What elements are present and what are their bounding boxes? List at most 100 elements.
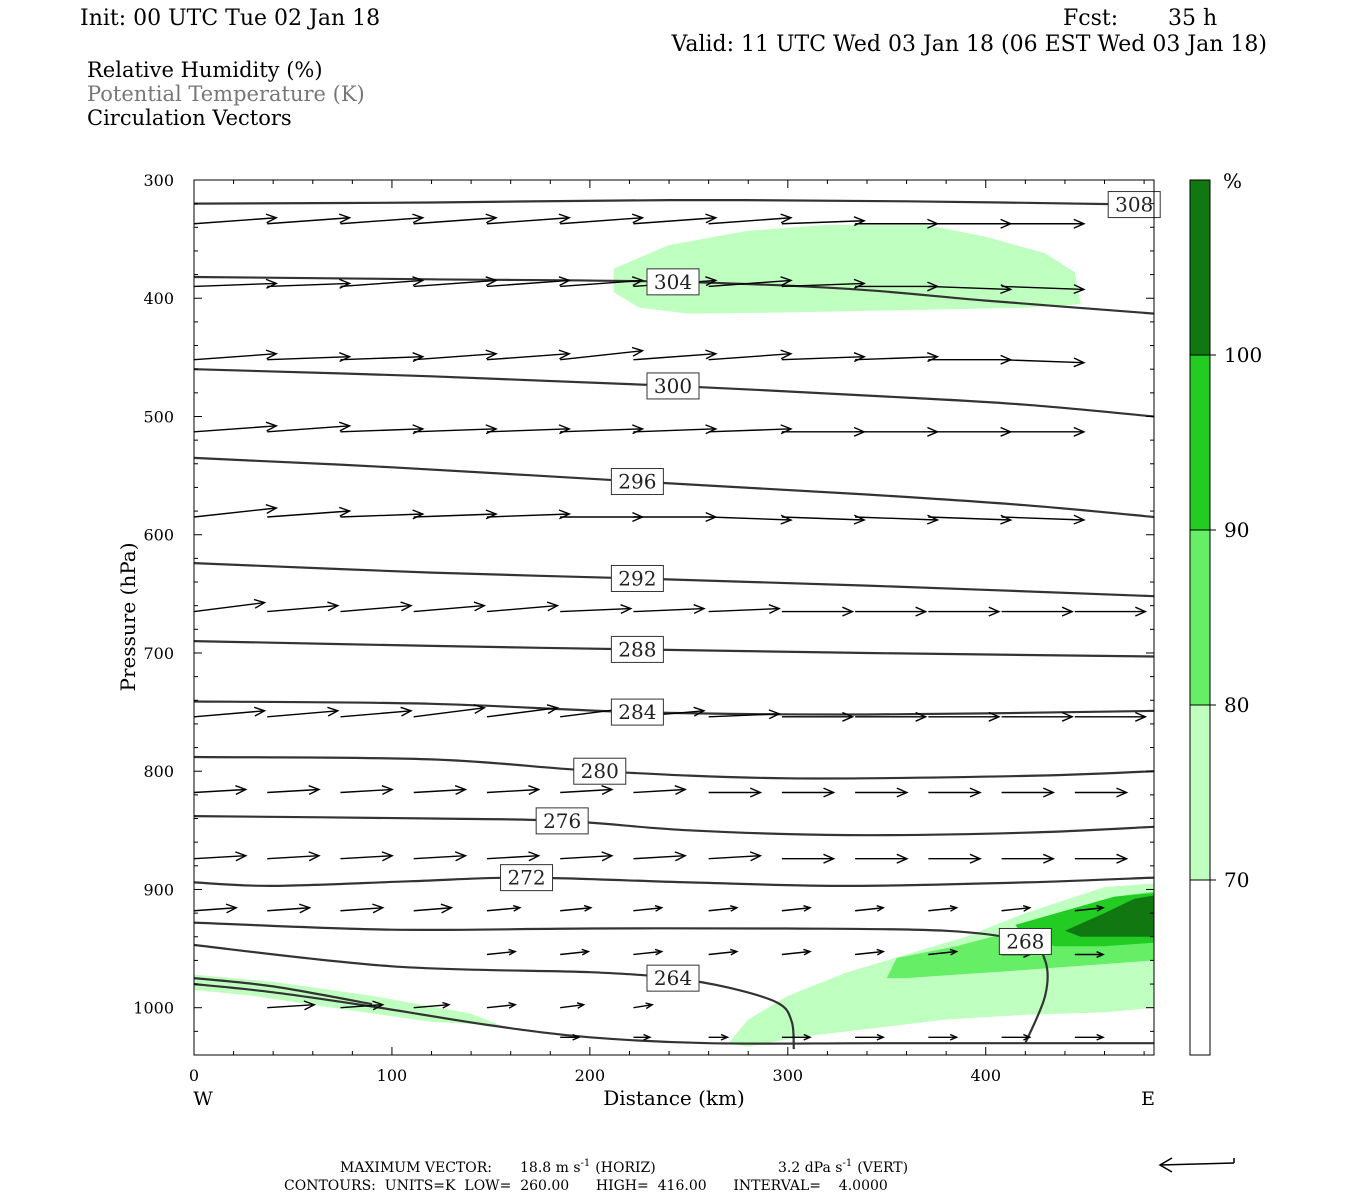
vector-arrow — [633, 948, 664, 956]
vector-arrow — [708, 851, 763, 862]
vector-arrow — [855, 514, 940, 525]
vector-arrow — [928, 514, 1013, 525]
vector-arrow — [633, 1002, 654, 1010]
legend-vectors: Circulation Vectors — [87, 106, 292, 130]
vector-arrow — [855, 606, 928, 617]
vector-arrow — [486, 904, 522, 912]
y-tick-label: 600 — [143, 526, 174, 545]
vector-arrow — [267, 278, 352, 289]
theta-contour-260 — [194, 983, 1154, 1045]
theta-contour-268 — [194, 921, 1049, 1044]
vector-arrow — [1001, 905, 1032, 912]
vector-arrow — [1074, 787, 1129, 798]
vector-arrow — [486, 509, 572, 520]
vector-arrow — [413, 349, 498, 361]
vert-value: 3.2 dPa s — [778, 1160, 842, 1176]
vector-arrow — [193, 278, 279, 289]
east-label: E — [1141, 1088, 1155, 1110]
vector-arrow — [633, 1033, 652, 1041]
vector-arrow — [855, 352, 940, 363]
theta-contour-300 — [194, 368, 1154, 418]
vector-arrow — [267, 851, 321, 862]
theta-contour-308 — [194, 198, 1154, 206]
vector-arrow — [340, 601, 413, 613]
vector-arrow — [781, 905, 812, 912]
vector-arrow — [486, 213, 572, 225]
y-tick-label: 500 — [143, 407, 174, 426]
colorbar-segment-2 — [1190, 530, 1210, 705]
vector-arrow — [193, 785, 248, 796]
vector-arrow — [855, 711, 928, 722]
colorbar-segment-4 — [1190, 180, 1210, 355]
vector-arrow — [708, 1033, 730, 1041]
vector-arrow — [708, 905, 739, 912]
vector-arrow — [1001, 357, 1086, 368]
vector-arrow — [633, 511, 718, 523]
contour-label-text-284: 284 — [618, 700, 656, 724]
theta-contour-296 — [194, 456, 1154, 519]
y-tick-label: 400 — [143, 289, 174, 308]
vector-arrow — [560, 346, 645, 361]
vector-arrow — [1074, 606, 1148, 617]
contour-label-text-308: 308 — [1115, 193, 1153, 217]
x-axis-label: Distance (km) — [603, 1086, 745, 1110]
x-tick-label: 100 — [377, 1066, 408, 1085]
contour-label-text-276: 276 — [543, 809, 581, 833]
x-tick-label: 400 — [970, 1066, 1001, 1085]
y-tick-label: 800 — [143, 762, 174, 781]
vector-arrow — [781, 1033, 812, 1041]
vector-arrow — [1001, 426, 1086, 437]
vector-arrow — [413, 1001, 451, 1009]
vector-arrow — [413, 601, 487, 613]
horiz-tag: (HORIZ) — [595, 1160, 655, 1176]
vector-arrow — [928, 711, 1001, 722]
vector-arrow — [1001, 1033, 1032, 1041]
vector-arrow — [781, 948, 812, 956]
vector-arrow — [781, 514, 866, 525]
vector-arrow — [1001, 853, 1056, 864]
vector-arrow — [413, 424, 498, 435]
vector-arrow — [928, 354, 1013, 365]
max-vector-vert: 3.2 dPa s-1 (VERT) — [778, 1158, 908, 1176]
contour-label-268: 268 — [998, 927, 1052, 955]
y-tick-label: 300 — [143, 171, 174, 190]
vector-arrow — [486, 349, 572, 361]
vector-arrow — [193, 504, 279, 518]
vector-arrow — [781, 711, 855, 722]
vector-arrow — [855, 426, 940, 437]
vector-arrow — [708, 276, 793, 288]
vector-arrow — [267, 506, 352, 518]
vector-arrow — [193, 706, 267, 718]
theta-contour-260 — [194, 977, 373, 1006]
west-label: W — [193, 1088, 213, 1110]
vector-arrow — [486, 704, 560, 718]
x-tick-label: 200 — [575, 1066, 606, 1085]
vector-arrow — [855, 905, 886, 912]
max-vector-horiz: 18.8 m s-1 (HORIZ) — [520, 1158, 656, 1176]
vector-arrow — [928, 905, 959, 912]
y-tick-label: 1000 — [133, 999, 174, 1018]
contour-label-304: 304 — [646, 268, 700, 296]
rh-region-0 — [613, 224, 1081, 314]
colorbar-tick-90: 90 — [1224, 518, 1249, 542]
vector-arrow — [928, 787, 982, 798]
vector-arrow — [193, 349, 279, 361]
contour-label-text-304: 304 — [654, 270, 692, 294]
contour-label-text-264: 264 — [654, 966, 692, 990]
contour-label-288: 288 — [610, 635, 664, 663]
colorbar-unit: % — [1223, 169, 1242, 193]
vector-arrow — [708, 514, 793, 525]
contour-label-text-292: 292 — [618, 566, 656, 590]
vector-arrow — [928, 606, 1001, 617]
vector-arrow — [560, 213, 645, 225]
vector-arrow — [781, 787, 836, 798]
rh-region-5 — [1064, 895, 1154, 937]
vector-arrow — [560, 1002, 586, 1009]
vector-arrow — [560, 604, 633, 615]
valid-time: Valid: 11 UTC Wed 03 Jan 18 (06 EST Wed … — [670, 32, 1267, 57]
vector-arrow — [560, 948, 591, 956]
vector-arrow — [708, 787, 763, 798]
contour-label-text-268: 268 — [1006, 929, 1044, 953]
contour-label-296: 296 — [610, 468, 664, 496]
